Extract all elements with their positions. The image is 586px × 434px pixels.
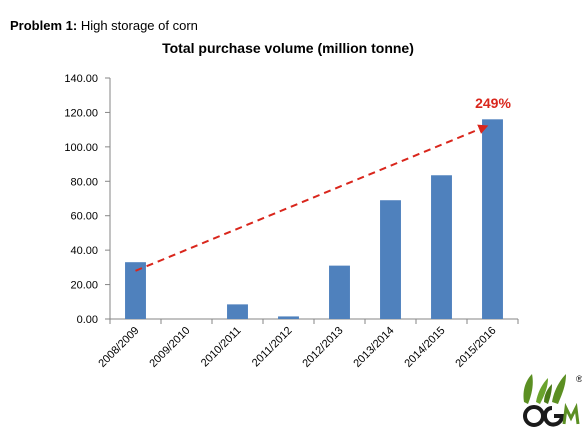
page-heading: Problem 1: High storage of corn: [10, 18, 198, 33]
chart-title: Total purchase volume (million tonne): [162, 40, 414, 56]
y-tick-label: 80.00: [70, 176, 98, 188]
problem-label: Problem 1: [10, 18, 73, 33]
bar-2015-2016: [482, 119, 503, 319]
bar-2013-2014: [380, 200, 401, 319]
bar-2014-2015: [431, 175, 452, 319]
y-tick-label: 120.00: [64, 107, 98, 119]
registered-mark: ®: [576, 374, 582, 384]
growth-percentage-label: 249%: [475, 95, 511, 111]
bar-2008-2009: [125, 262, 146, 319]
x-tick-label: 2011/2012: [250, 325, 295, 370]
bar-2011-2012: [278, 316, 299, 319]
x-tick-label: 2013/2014: [351, 325, 396, 370]
x-tick-label: 2015/2016: [453, 325, 498, 370]
y-tick-label: 140.00: [64, 73, 98, 85]
bar-2010-2011: [227, 304, 248, 319]
x-tick-label: 2010/2011: [199, 325, 244, 370]
y-tick-label: 60.00: [70, 211, 98, 223]
bar-2012-2013: [329, 265, 350, 319]
problem-description: High storage of corn: [80, 18, 198, 33]
x-tick-label: 2014/2015: [402, 325, 447, 370]
y-tick-label: 0.00: [77, 314, 98, 326]
trend-arrow: [135, 124, 489, 272]
company-logo-icon: ®: [523, 374, 582, 427]
plot-area: 0.00 20.00 40.00 60.00 80.00 100.00 120.00 140.…: [64, 73, 519, 370]
y-tick-label: 40.00: [70, 245, 98, 257]
x-tick-label: 2008/2009: [96, 325, 141, 370]
x-tick-label: 2012/2013: [300, 325, 345, 370]
x-tick-label: 2009/2010: [147, 325, 192, 370]
y-tick-label: 20.00: [70, 280, 98, 292]
y-tick-label: 100.00: [64, 142, 98, 154]
